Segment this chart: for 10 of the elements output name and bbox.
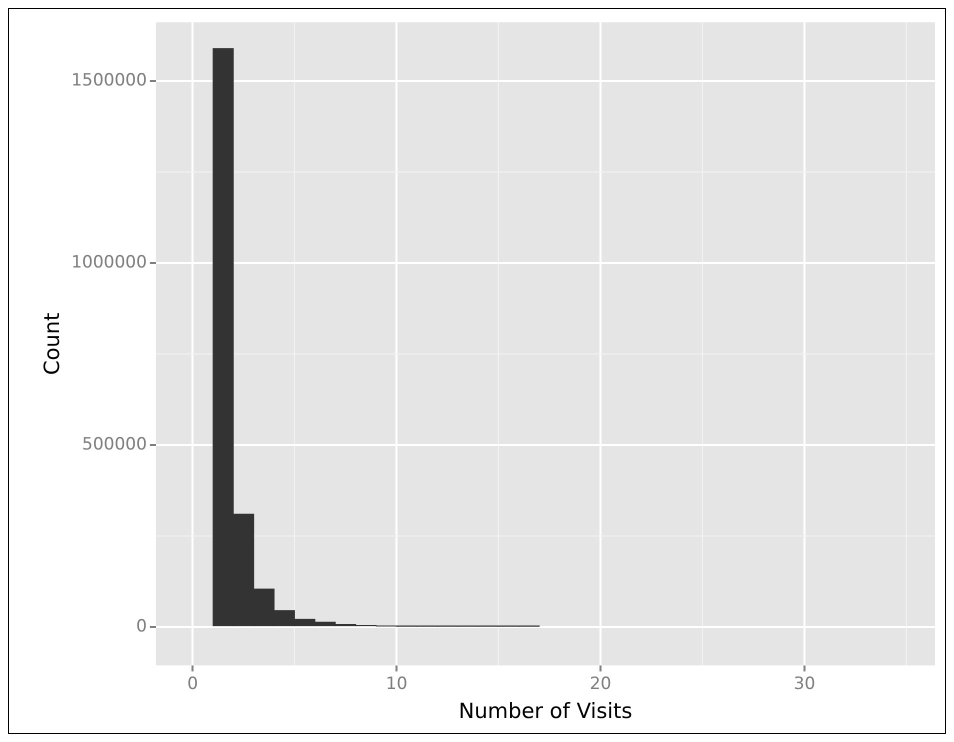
y-tick-label: 1500000 [71, 70, 147, 91]
y-tick-label: 500000 [82, 434, 147, 454]
y-tick-label: 1000000 [71, 252, 147, 272]
y-tick-label: 0 [136, 616, 147, 636]
y-axis-title: Count [40, 312, 64, 375]
x-tick-label: 0 [187, 674, 198, 694]
x-tick-label: 20 [590, 674, 612, 694]
x-axis-title: Number of Visits [458, 698, 632, 723]
x-tick-label: 10 [386, 674, 408, 694]
x-tick-label: 30 [794, 674, 816, 694]
